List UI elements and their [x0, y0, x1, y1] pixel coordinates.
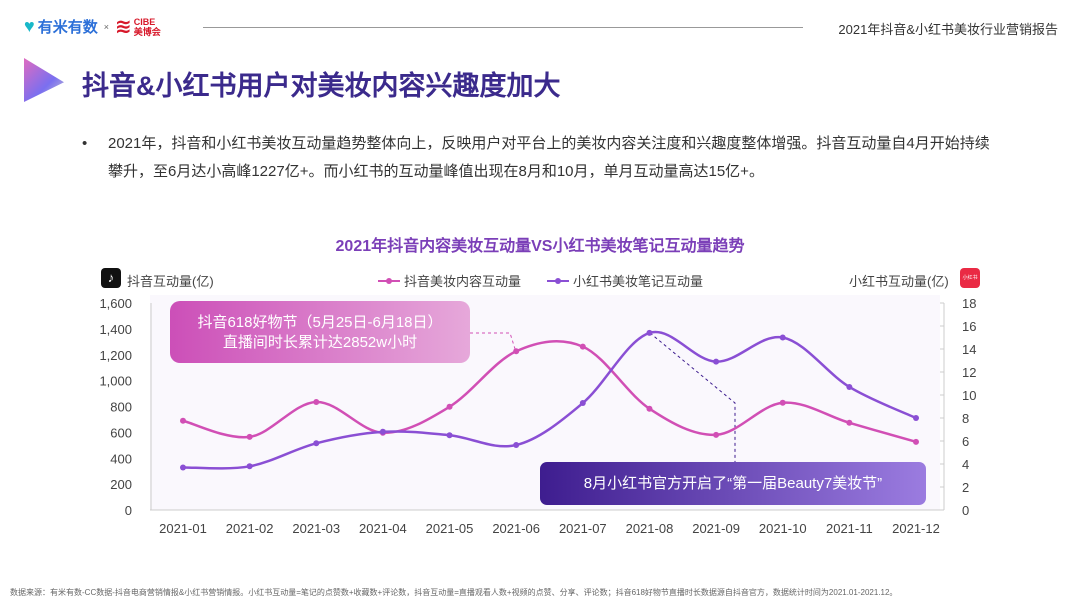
- legend-line-xhs: [547, 277, 569, 284]
- xhs-beauty-festival-annotation: 8月小红书官方开启了“第一届Beauty7美妆节”: [540, 462, 926, 505]
- legend-xhs: 小红书美妆笔记互动量: [547, 271, 703, 290]
- y-tick-label: 1,200: [99, 348, 132, 363]
- y-tick-label: 200: [110, 477, 132, 492]
- xiaohongshu-icon: 小红书: [960, 268, 980, 288]
- y2-tick-label: 10: [962, 388, 976, 403]
- chart-title: 2021年抖音内容美妆互动量VS小红书美妆笔记互动量趋势: [335, 238, 745, 255]
- data-point: [246, 433, 253, 440]
- y-tick-label: 400: [110, 451, 132, 466]
- y2-tick-label: 6: [962, 434, 969, 449]
- data-source-footnote: 数据来源：有米有数-CC数据-抖音电商营销情报&小红书营销情报。小红书互动量=笔…: [10, 588, 898, 597]
- y2-tick-label: 16: [962, 319, 976, 334]
- y2-tick-label: 12: [962, 365, 976, 380]
- data-point: [646, 405, 653, 412]
- data-point: [513, 442, 520, 449]
- y-axis-label: 抖音互动量(亿): [127, 274, 214, 289]
- x-tick-label: 2021-12: [892, 521, 940, 536]
- summary-bullet: 2021年，抖音和小红书美妆互动量趋势整体向上，反映用户对平台上的美妆内容关注度…: [80, 130, 1000, 186]
- x-tick-label: 2021-03: [292, 521, 340, 536]
- data-point: [180, 464, 186, 471]
- x-tick-label: 2021-11: [826, 521, 873, 536]
- times-sign: ×: [103, 21, 109, 32]
- y-tick-label: 800: [110, 400, 132, 415]
- annotation-line: 抖音618好物节（5月25日-6月18日）: [197, 314, 443, 331]
- y2-tick-label: 2: [962, 480, 969, 495]
- x-tick-label: 2021-10: [759, 521, 807, 536]
- y2-tick-label: 4: [962, 457, 969, 472]
- y2-tick-label: 14: [962, 342, 976, 357]
- annotation-line: 直播间时长累计达2852w小时: [222, 334, 418, 351]
- douyin-618-annotation: 抖音618好物节（5月25日-6月18日） 直播间时长累计达2852w小时: [170, 301, 470, 363]
- data-point: [713, 431, 720, 438]
- y-tick-label: 0: [125, 503, 132, 518]
- x-tick-label: 2021-05: [426, 521, 474, 536]
- header-logos: ♥ 有米有数 × ≋ CIBE 美博会: [24, 14, 161, 39]
- legend-douyin: 抖音美妆内容互动量: [378, 271, 521, 290]
- y2-tick-label: 0: [962, 503, 969, 518]
- x-tick-label: 2021-07: [559, 521, 607, 536]
- report-title: 2021年抖音&小红书美妆行业营销报告: [838, 22, 1058, 37]
- x-tick-label: 2021-04: [359, 521, 407, 536]
- legend-label: 抖音美妆内容互动量: [404, 274, 522, 289]
- legend-line-douyin: [378, 277, 400, 284]
- youmi-logo: ♥ 有米有数: [24, 16, 98, 36]
- data-point: [313, 440, 320, 447]
- data-point: [513, 348, 520, 355]
- y-tick-label: 600: [110, 425, 132, 440]
- data-point: [446, 432, 453, 439]
- x-tick-label: 2021-06: [492, 521, 540, 536]
- y2-tick-label: 8: [962, 411, 969, 426]
- cibe-logo: ≋ CIBE 美博会: [114, 16, 161, 38]
- data-point: [779, 399, 786, 406]
- x-tick-label: 2021-08: [626, 521, 674, 536]
- data-point: [180, 417, 186, 424]
- data-point: [579, 400, 586, 407]
- data-point: [446, 403, 453, 410]
- annotation-connector: [470, 332, 517, 353]
- data-point: [779, 334, 786, 341]
- data-point: [379, 428, 386, 435]
- data-point: [713, 358, 720, 365]
- youmi-logo-text: 有米有数: [37, 19, 98, 36]
- data-point: [246, 463, 253, 470]
- legend-label: 小红书美妆笔记互动量: [573, 274, 704, 289]
- header-divider: [203, 27, 803, 28]
- data-point: [846, 419, 853, 426]
- annotation-connector: [649, 332, 736, 462]
- data-point: [646, 329, 653, 336]
- data-point: [846, 383, 853, 390]
- y-tick-label: 1,600: [99, 296, 132, 311]
- cibe-en: CIBE: [133, 16, 156, 27]
- data-point: [913, 438, 919, 445]
- data-point: [579, 343, 586, 350]
- x-tick-label: 2021-09: [692, 521, 740, 536]
- page-title: 抖音&小红书用户对美妆内容兴趣度加大: [82, 71, 561, 101]
- data-point: [913, 415, 919, 421]
- y2-axis-label: 小红书互动量(亿): [849, 274, 949, 289]
- cibe-cn: 美博会: [133, 26, 161, 37]
- data-point: [313, 398, 320, 405]
- x-tick-label: 2021-01: [159, 521, 207, 536]
- tiktok-icon: ♪: [101, 268, 121, 288]
- x-tick-label: 2021-02: [226, 521, 274, 536]
- y-tick-label: 1,400: [99, 322, 132, 337]
- y-tick-label: 1,000: [99, 374, 132, 389]
- y2-tick-label: 18: [962, 296, 976, 311]
